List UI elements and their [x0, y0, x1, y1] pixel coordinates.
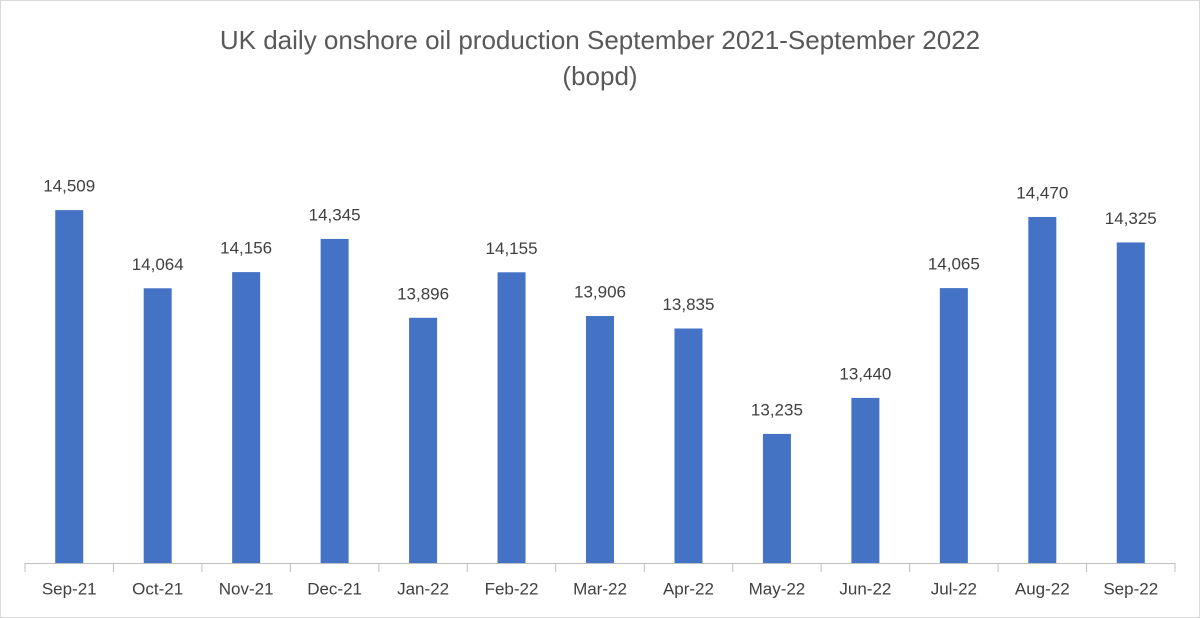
bar [762, 433, 791, 563]
x-tick-label: May-22 [749, 579, 806, 598]
value-label: 13,835 [662, 295, 714, 314]
x-tick-label: Nov-21 [219, 579, 274, 598]
bar [143, 288, 172, 563]
x-tick-label: Jun-22 [839, 579, 891, 598]
value-label: 14,064 [132, 255, 184, 274]
bar [55, 210, 84, 563]
x-tick-label: Apr-22 [663, 579, 714, 598]
value-label: 14,470 [1016, 183, 1068, 202]
value-label: 14,345 [309, 205, 361, 224]
bar [232, 272, 261, 563]
value-label: 14,509 [43, 177, 95, 196]
value-label: 14,065 [928, 255, 980, 274]
bar [939, 288, 968, 563]
x-tick-label: Jan-22 [397, 579, 449, 598]
x-tick-label: Sep-21 [42, 579, 97, 598]
bar [586, 316, 614, 563]
bar [1028, 216, 1057, 563]
value-label: 13,896 [397, 284, 449, 303]
bar [851, 397, 880, 563]
bar [497, 272, 526, 563]
bar [320, 238, 349, 563]
bar [1116, 242, 1145, 563]
x-tick-label: Oct-21 [132, 579, 183, 598]
bar [674, 328, 703, 563]
value-label: 14,325 [1105, 209, 1157, 228]
chart-title: UK daily onshore oil production Septembe… [220, 25, 980, 55]
value-label: 14,156 [220, 239, 272, 258]
x-tick-label: Aug-22 [1015, 579, 1070, 598]
x-tick-label: Dec-21 [307, 579, 362, 598]
x-tick-label: Mar-22 [573, 579, 627, 598]
x-tick-label: Jul-22 [931, 579, 977, 598]
value-label: 14,155 [486, 239, 538, 258]
value-label: 13,440 [839, 364, 891, 383]
x-tick-label: Feb-22 [485, 579, 539, 598]
value-label: 13,235 [751, 400, 803, 419]
value-label: 13,906 [574, 283, 626, 302]
bar [409, 317, 438, 563]
chart-title: (bopd) [562, 61, 637, 91]
x-tick-label: Sep-22 [1103, 579, 1158, 598]
